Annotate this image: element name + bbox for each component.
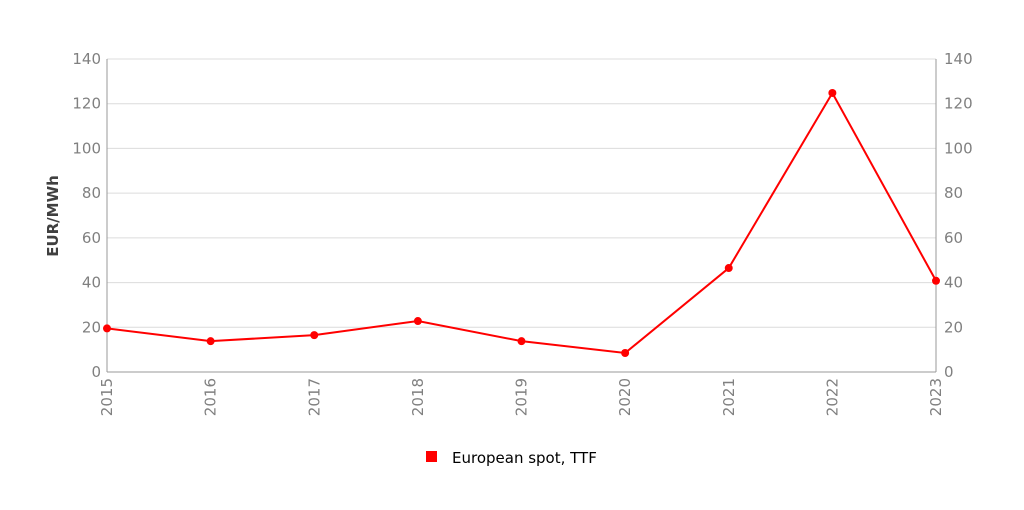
series-layer [103, 88, 940, 357]
data-point[interactable] [206, 337, 215, 346]
x-tick-label: 2021 [720, 378, 738, 416]
x-tick-label: 2023 [927, 378, 945, 416]
y-tick-label-right: 100 [944, 139, 973, 157]
y-tick-label-left: 20 [82, 318, 101, 336]
y-tick-label-left: 40 [82, 274, 101, 292]
data-point[interactable] [724, 264, 733, 273]
legend[interactable]: European spot, TTF [426, 449, 597, 467]
y-tick-label-left: 60 [82, 229, 101, 247]
x-tick-label: 2019 [513, 378, 531, 416]
y-tick-label-left: 120 [72, 95, 101, 113]
y-tick-label-right: 80 [944, 184, 963, 202]
x-tick-label: 2016 [202, 378, 220, 416]
y-tick-label-left: 0 [91, 363, 101, 381]
series-line [106, 90, 937, 355]
y-tick-label-left: 140 [72, 50, 101, 68]
y-tick-label-right: 140 [944, 50, 973, 68]
y-tick-label-right: 60 [944, 229, 963, 247]
data-point[interactable] [517, 337, 526, 346]
data-point[interactable] [621, 348, 630, 357]
axes [106, 59, 937, 373]
x-tick-label: 2015 [98, 378, 116, 416]
y-tick-label-right: 40 [944, 274, 963, 292]
legend-swatch [426, 451, 437, 462]
data-point[interactable] [413, 317, 422, 326]
y-tick-label-right: 20 [944, 318, 963, 336]
data-point[interactable] [310, 331, 319, 340]
y-tick-label-right: 120 [944, 95, 973, 113]
data-point[interactable] [828, 88, 837, 97]
y-tick-label-left: 80 [82, 184, 101, 202]
data-point[interactable] [932, 276, 940, 285]
x-axis-ticks: 2015 2016 2017 2018 2019 2020 2021 2022 2023 [98, 378, 945, 416]
y-axis-left-ticks: 0 20 40 60 80 100 120 140 [72, 50, 101, 381]
data-point[interactable] [103, 324, 111, 333]
x-tick-label: 2020 [616, 378, 634, 416]
x-tick-label: 2018 [409, 378, 427, 416]
y-tick-label-right: 0 [944, 363, 954, 381]
x-tick-label: 2017 [305, 378, 323, 416]
y-axis-right-ticks: 0 20 40 60 80 100 120 140 [944, 50, 973, 381]
gridlines [107, 58, 936, 328]
x-tick-label: 2022 [823, 378, 841, 416]
legend-label: European spot, TTF [452, 449, 597, 467]
y-tick-label-left: 100 [72, 139, 101, 157]
y-axis-label: EUR/MWh [44, 175, 62, 257]
